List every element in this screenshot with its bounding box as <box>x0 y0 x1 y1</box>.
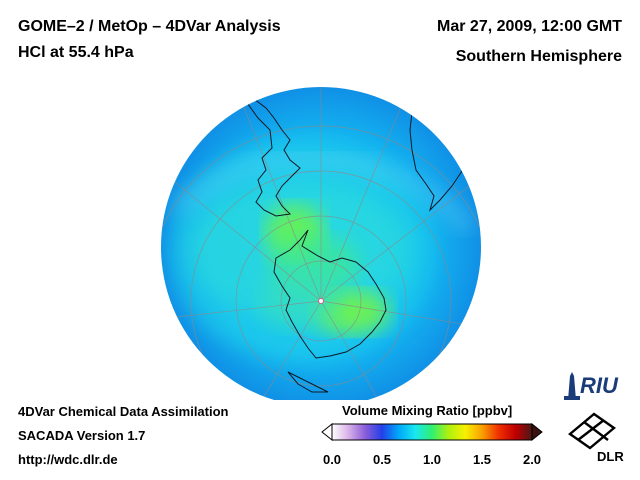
map-subtitle: HCl at 55.4 hPa <box>18 44 134 61</box>
footer-url: http://wdc.dlr.de <box>18 452 118 467</box>
colorbar-label: Volume Mixing Ratio [ppbv] <box>342 403 513 418</box>
graticule <box>161 87 481 400</box>
south-pole-marker <box>318 298 324 304</box>
colorbar-low-arrow <box>321 422 333 442</box>
colorbar-tick-label: 0.0 <box>322 452 342 467</box>
map-title: GOME–2 / MetOp – 4DVar Analysis <box>18 18 281 35</box>
hemisphere-map <box>161 87 481 400</box>
colorbar-tick-label: 0.5 <box>372 452 392 467</box>
riu-logo-text: RIU <box>580 373 618 398</box>
colorbar-gradient <box>331 423 533 441</box>
dlr-logo-icon <box>568 412 616 450</box>
globe <box>161 87 481 400</box>
dlr-logo-text: DLR <box>597 449 624 464</box>
colorbar-tick-label: 2.0 <box>522 452 542 467</box>
colorbar-tick-label: 1.5 <box>472 452 492 467</box>
region-label: Southern Hemisphere <box>455 48 622 65</box>
colorbar-tick-label: 1.0 <box>422 452 442 467</box>
riu-logo-icon <box>564 372 580 400</box>
date-label: Mar 27, 2009, 12:00 GMT <box>437 18 622 35</box>
footer-line-1: 4DVar Chemical Data Assimilation <box>18 404 229 419</box>
colorbar-high-arrow <box>531 422 543 442</box>
footer-line-2: SACADA Version 1.7 <box>18 428 146 443</box>
colorbar <box>321 422 543 442</box>
